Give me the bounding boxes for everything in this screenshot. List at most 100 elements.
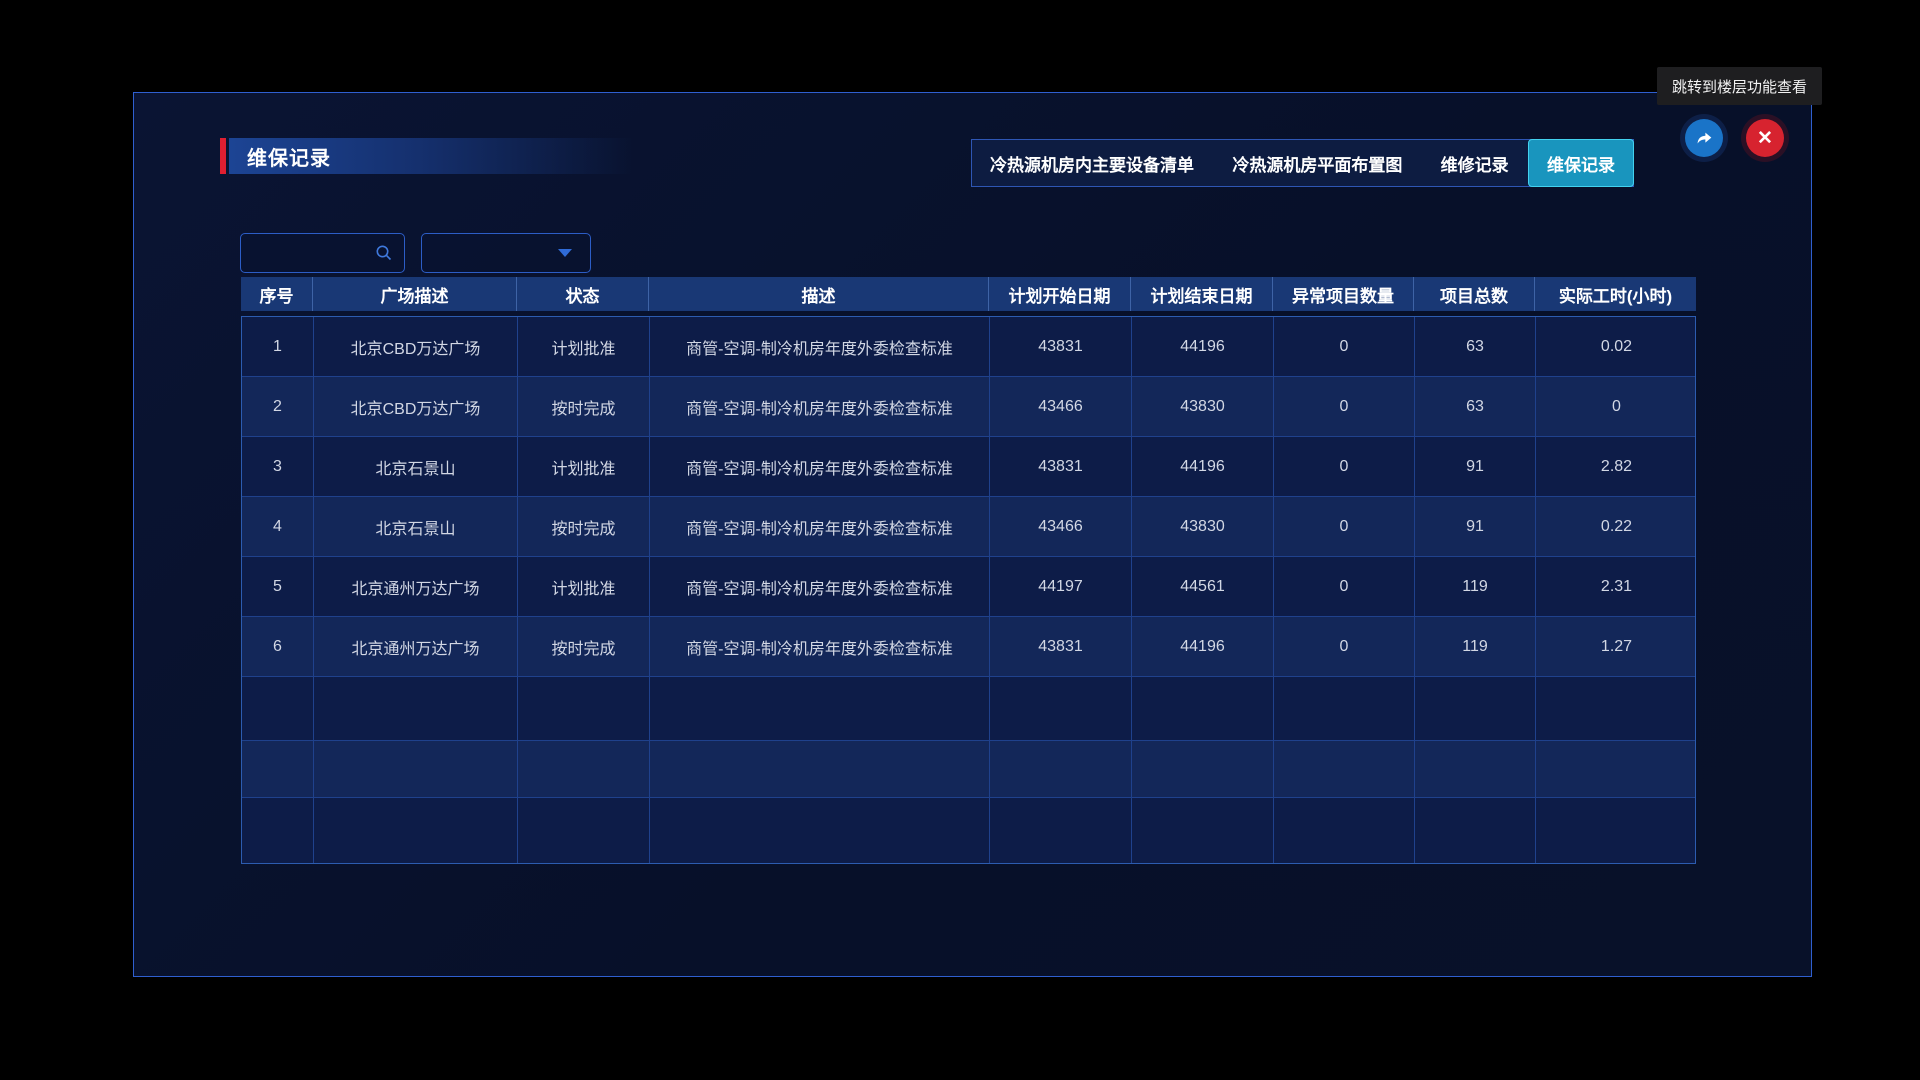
table-cell: 1 [242, 317, 314, 376]
table-cell [1274, 798, 1415, 863]
search-box[interactable] [240, 233, 405, 273]
table-cell: 商管-空调-制冷机房年度外委检查标准 [650, 317, 990, 376]
main-panel: 维保记录 冷热源机房内主要设备清单 冷热源机房平面布置图 维修记录 维保记录 ✕ [133, 92, 1812, 977]
tab-floor-plan[interactable]: 冷热源机房平面布置图 [1214, 140, 1420, 186]
tab-maintenance-records[interactable]: 维保记录 [1527, 139, 1634, 187]
table-cell [650, 677, 990, 740]
table-row: 3 北京石景山 计划批准 商管-空调-制冷机房年度外委检查标准 43831 44196 0 9… [242, 437, 1695, 497]
table-cell [314, 741, 518, 797]
table-cell: 商管-空调-制冷机房年度外委检查标准 [650, 497, 990, 556]
table-cell: 6 [242, 617, 314, 676]
table-cell: 119 [1415, 617, 1536, 676]
table-cell: 44561 [1132, 557, 1274, 616]
table-row: 5 北京通州万达广场 计划批准 商管-空调-制冷机房年度外委检查标准 44197 4456… [242, 557, 1695, 617]
table-cell [518, 741, 650, 797]
close-icon: ✕ [1757, 127, 1773, 149]
table-row: 4 北京石景山 按时完成 商管-空调-制冷机房年度外委检查标准 43466 43830 0 9… [242, 497, 1695, 557]
table-cell [1415, 677, 1536, 740]
table-cell [518, 798, 650, 863]
table-cell: 1.27 [1600, 637, 1633, 655]
tab-repair-records[interactable]: 维修记录 [1423, 140, 1527, 186]
header-cell: 描述 [649, 277, 989, 311]
table-cell: 2.82 [1600, 457, 1633, 475]
table-cell: 43831 [990, 617, 1132, 676]
table-cell [242, 741, 314, 797]
table-cell: 44197 [990, 557, 1132, 616]
title-accent-bar [220, 138, 226, 174]
table-cell [650, 798, 990, 863]
table-row-empty [242, 677, 1695, 741]
table-cell: 商管-空调-制冷机房年度外委检查标准 [650, 557, 990, 616]
table-cell [650, 741, 990, 797]
table-cell [314, 798, 518, 863]
table-cell: 43831 [990, 437, 1132, 496]
table-cell: 44196 [1132, 617, 1274, 676]
table-cell: 北京石景山 [314, 437, 518, 496]
header-cell: 实际工时(小时) [1558, 286, 1673, 306]
table-cell: 计划批准 [518, 557, 650, 616]
maintenance-table: 序号 广场描述 状态 描述 计划开始日期 计划结束日期 异常项目数量 项目总数 实际工时(小时)… [241, 277, 1696, 864]
table-cell: 119 [1415, 557, 1536, 616]
table-cell: 北京通州万达广场 [314, 557, 518, 616]
table-cell: 0 [1274, 377, 1415, 436]
table-cell: 2.31 [1600, 577, 1633, 595]
table-cell [1415, 741, 1536, 797]
filter-select[interactable] [421, 233, 591, 273]
table-cell [1132, 798, 1274, 863]
table-cell [518, 677, 650, 740]
table-cell: 北京CBD万达广场 [314, 317, 518, 376]
header-cell: 异常项目数量 [1273, 277, 1414, 311]
table-cell: 0 [1274, 557, 1415, 616]
table-cell [242, 677, 314, 740]
header-cell: 计划结束日期 [1131, 277, 1273, 311]
table-cell: 按时完成 [518, 377, 650, 436]
table-cell [242, 798, 314, 863]
title-box: 维保记录 [229, 138, 649, 174]
table-row: 6 北京通州万达广场 按时完成 商管-空调-制冷机房年度外委检查标准 43831 4419… [242, 617, 1695, 677]
table-cell [1132, 677, 1274, 740]
table-cell: 商管-空调-制冷机房年度外委检查标准 [650, 437, 990, 496]
tooltip: 跳转到楼层功能查看 [1657, 67, 1823, 105]
table-cell [1274, 677, 1415, 740]
header-cell: 计划开始日期 [989, 277, 1131, 311]
table-cell: 3 [242, 437, 314, 496]
table-cell: 0.22 [1600, 517, 1633, 535]
table-cell: 4 [242, 497, 314, 556]
table-cell: 商管-空调-制冷机房年度外委检查标准 [650, 377, 990, 436]
table-cell: 43466 [990, 497, 1132, 556]
table-row: 2 北京CBD万达广场 按时完成 商管-空调-制冷机房年度外委检查标准 43466 438… [242, 377, 1695, 437]
table-cell [990, 798, 1132, 863]
table-cell [1536, 798, 1697, 863]
tooltip-text: 跳转到楼层功能查看 [1672, 78, 1808, 96]
table-cell: 5 [242, 557, 314, 616]
table-cell: 63 [1415, 377, 1536, 436]
table-cell: 0 [1274, 317, 1415, 376]
table-cell [314, 677, 518, 740]
table-body: 1 北京CBD万达广场 计划批准 商管-空调-制冷机房年度外委检查标准 43831 441… [241, 316, 1696, 864]
search-icon [374, 243, 394, 263]
table-cell [1132, 741, 1274, 797]
header-cell: 序号 [241, 277, 313, 311]
table-cell [990, 677, 1132, 740]
chevron-down-icon [558, 249, 572, 257]
table-cell [990, 741, 1132, 797]
table-cell: 44196 [1132, 437, 1274, 496]
search-input[interactable] [253, 244, 374, 262]
table-cell: 北京通州万达广场 [314, 617, 518, 676]
header-cell: 状态 [517, 277, 649, 311]
table-cell: 0.02 [1600, 337, 1633, 355]
table-cell: 北京CBD万达广场 [314, 377, 518, 436]
table-cell: 2 [242, 377, 314, 436]
table-cell [1274, 741, 1415, 797]
table-cell: 43831 [990, 317, 1132, 376]
table-row: 1 北京CBD万达广场 计划批准 商管-空调-制冷机房年度外委检查标准 43831 441… [242, 317, 1695, 377]
jump-to-floor-button[interactable] [1685, 119, 1723, 157]
table-cell [1536, 741, 1697, 797]
table-cell [1536, 677, 1697, 740]
tab-equipment-list[interactable]: 冷热源机房内主要设备清单 [972, 140, 1212, 186]
table-cell: 63 [1415, 317, 1536, 376]
table-cell: 计划批准 [518, 317, 650, 376]
close-button[interactable]: ✕ [1746, 119, 1784, 157]
panel-title-bar: 维保记录 [220, 138, 649, 174]
